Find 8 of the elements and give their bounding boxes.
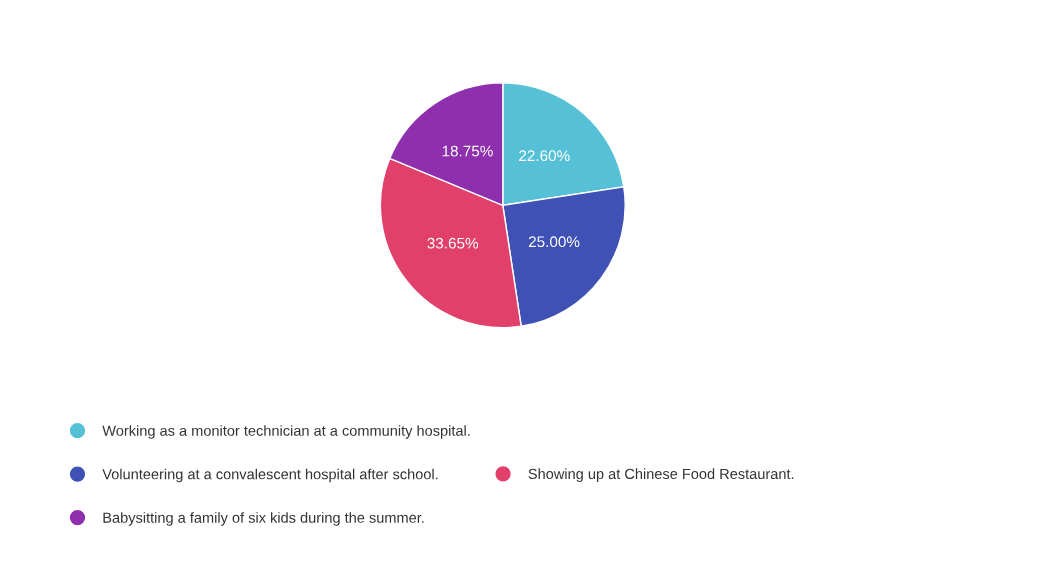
legend-label: Showing up at Chinese Food Restaurant. — [528, 468, 794, 482]
legend-label: Babysitting a family of six kids during the summer. — [103, 512, 424, 526]
legend-label: Volunteering at a convalescent hospital after school. — [102, 468, 438, 483]
legend-label: Working as a monitor technician at a community hospital. — [102, 425, 470, 439]
data-label: 25.00% — [528, 236, 580, 248]
data-label: 33.65% — [427, 237, 479, 249]
data-label: 22.60% — [519, 150, 570, 162]
data-label: 18.75% — [442, 145, 493, 157]
